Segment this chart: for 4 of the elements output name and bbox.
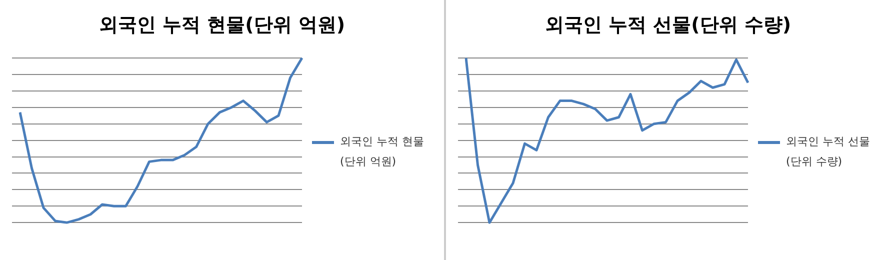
- legend-label: 외국인 누적 현물(단위 억원): [340, 134, 425, 170]
- chart-title: 외국인 누적 선물(단위 수량): [544, 13, 792, 38]
- legend-label: 외국인 누적 선물(단위 수량): [786, 134, 871, 170]
- chart-title: 외국인 누적 현물(단위 억원): [98, 13, 346, 38]
